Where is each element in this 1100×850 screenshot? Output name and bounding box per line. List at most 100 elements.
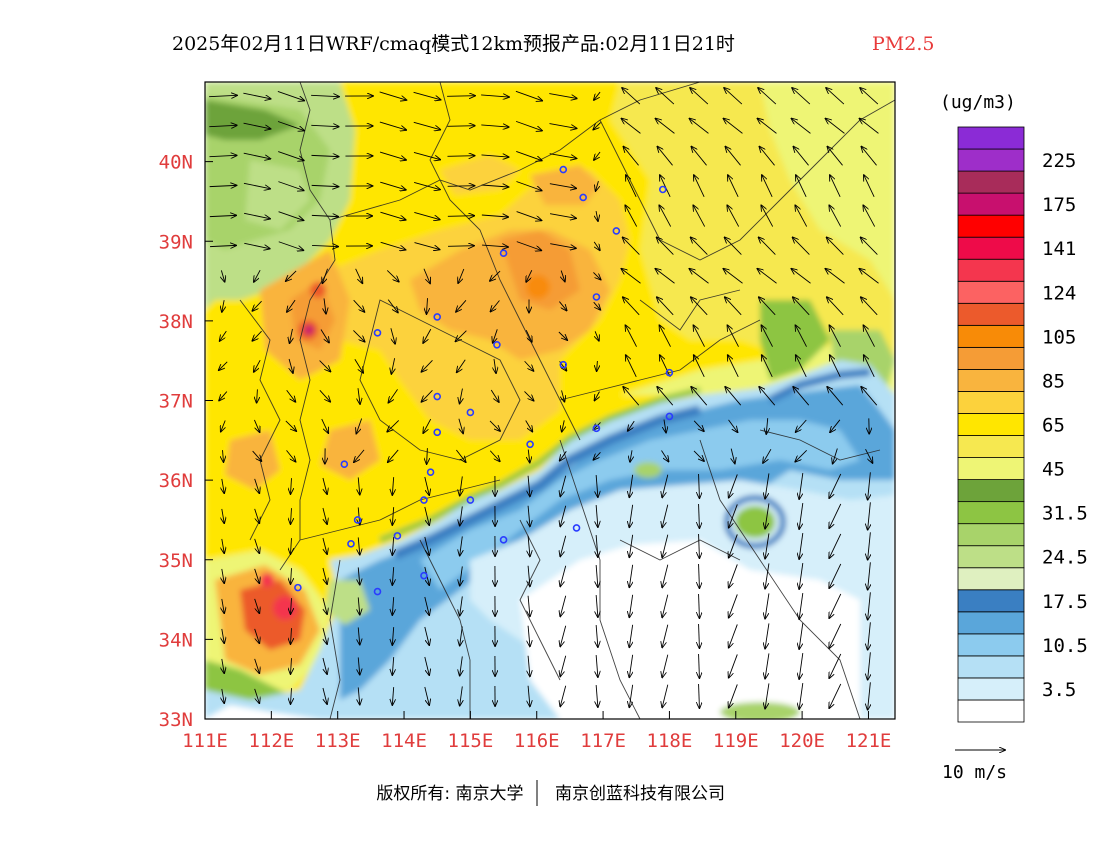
wind-arrow-icon xyxy=(793,147,809,166)
species-label: PM2.5 xyxy=(872,33,934,55)
wind-arrow-icon xyxy=(525,329,532,342)
wind-arrow-icon xyxy=(795,205,808,227)
wind-arrow-icon xyxy=(560,595,567,617)
wind-arrow-icon xyxy=(597,360,598,371)
wind-arrow-icon xyxy=(322,268,328,283)
wind-arrow-icon xyxy=(691,237,708,255)
wind-arrow-icon xyxy=(765,653,770,678)
wind-arrow-icon xyxy=(223,450,224,462)
wind-vectors xyxy=(209,88,879,710)
legend-label: 85 xyxy=(1042,370,1065,392)
wind-arrow-icon xyxy=(524,360,534,370)
wind-arrow-icon xyxy=(481,125,508,127)
legend-label: 10.5 xyxy=(1042,635,1088,657)
legend-swatch xyxy=(957,258,1025,282)
wind-arrow-icon xyxy=(593,301,601,310)
wind-arrow-icon xyxy=(392,627,393,645)
city-marker xyxy=(526,440,534,449)
wind-arrow-icon xyxy=(221,270,224,281)
lat-tick-label: 35N xyxy=(159,550,193,572)
wind-arrow-icon xyxy=(699,503,700,528)
wind-arrow-icon xyxy=(625,325,637,347)
wind-arrow-icon xyxy=(528,449,529,463)
wind-arrow-icon xyxy=(489,450,499,462)
wind-arrow-icon xyxy=(699,593,700,618)
wind-arrow-icon xyxy=(528,505,530,526)
wind-arrow-icon xyxy=(596,535,598,557)
wind-arrow-icon xyxy=(796,355,807,377)
wind-arrow-icon xyxy=(861,237,878,255)
wind-arrow-icon xyxy=(387,420,400,431)
legend-swatch xyxy=(957,148,1025,172)
wind-arrow-icon xyxy=(278,241,304,250)
wind-arrow-icon xyxy=(528,595,530,616)
city-marker xyxy=(340,460,349,469)
wind-arrow-icon xyxy=(595,391,600,401)
wind-arrow-icon xyxy=(358,687,360,704)
wind-arrow-icon xyxy=(699,623,700,648)
wind-arrow-icon xyxy=(560,475,567,497)
lon-tick-label: 119E xyxy=(713,730,759,752)
wind-arrow-icon xyxy=(243,152,270,159)
wind-arrow-icon xyxy=(861,297,878,316)
wind-arrow-icon xyxy=(290,328,293,343)
city-marker xyxy=(579,193,587,202)
lon-tick-label: 120E xyxy=(779,730,825,752)
wind-arrow-icon xyxy=(358,657,360,674)
wind-arrow-icon xyxy=(549,93,576,99)
wind-arrow-icon xyxy=(424,476,429,495)
lon-tick-label: 117E xyxy=(580,730,626,752)
legend-swatch xyxy=(957,479,1025,503)
wind-arrow-icon xyxy=(691,297,708,316)
wind-arrow-icon xyxy=(694,355,705,377)
wind-arrow-icon xyxy=(759,387,776,406)
wind-arrow-icon xyxy=(254,478,260,493)
wind-arrow-icon xyxy=(626,175,637,198)
wind-arrow-icon xyxy=(830,175,841,198)
wind-arrow-icon xyxy=(494,358,496,373)
wind-arrow-icon xyxy=(662,624,669,648)
wind-arrow-icon xyxy=(460,536,463,555)
wind-arrow-icon xyxy=(829,205,842,227)
wind-arrow-icon xyxy=(254,688,260,703)
wind-arrow-icon xyxy=(244,242,269,248)
wind-arrow-icon xyxy=(562,390,565,401)
wind-arrow-icon xyxy=(287,299,296,312)
wind-arrow-icon xyxy=(659,205,672,227)
wind-arrow-icon xyxy=(799,503,804,529)
wind-arrow-icon xyxy=(460,476,463,495)
wind-arrow-icon xyxy=(311,155,338,156)
wind-arrow-icon xyxy=(491,300,500,312)
wind-arrow-icon xyxy=(725,237,742,255)
legend-swatch xyxy=(957,413,1025,436)
wind-arrow-icon xyxy=(731,448,735,464)
wind-arrow-icon xyxy=(291,598,292,614)
wind-arrow-icon xyxy=(447,156,474,157)
wind-arrow-icon xyxy=(763,448,772,463)
wind-arrow-icon xyxy=(414,182,440,189)
wind-scale: 10 m/s xyxy=(942,750,1007,783)
wind-arrow-icon xyxy=(657,147,673,166)
wind-arrow-icon xyxy=(861,387,878,406)
wind-arrow-icon xyxy=(423,328,432,343)
wind-arrow-icon xyxy=(596,625,598,647)
wind-arrow-icon xyxy=(859,269,879,284)
legend-swatch xyxy=(957,699,1025,723)
wind-arrow-icon xyxy=(257,389,258,402)
wind-arrow-icon xyxy=(278,151,304,161)
city-marker xyxy=(420,571,428,580)
wind-arrow-icon xyxy=(625,205,638,227)
wind-arrow-icon xyxy=(322,477,327,494)
wind-arrow-icon xyxy=(765,473,770,498)
wind-arrow-icon xyxy=(456,299,467,311)
wind-arrow-icon xyxy=(549,183,576,189)
wind-arrow-icon xyxy=(655,269,675,284)
legend-swatch xyxy=(957,302,1025,326)
wind-arrow-icon xyxy=(447,126,474,127)
wind-arrow-icon xyxy=(593,272,600,279)
wind-arrow-icon xyxy=(868,532,871,559)
wind-arrow-icon xyxy=(391,358,394,374)
wind-arrow-icon xyxy=(322,507,327,524)
wind-arrow-icon xyxy=(392,597,393,615)
